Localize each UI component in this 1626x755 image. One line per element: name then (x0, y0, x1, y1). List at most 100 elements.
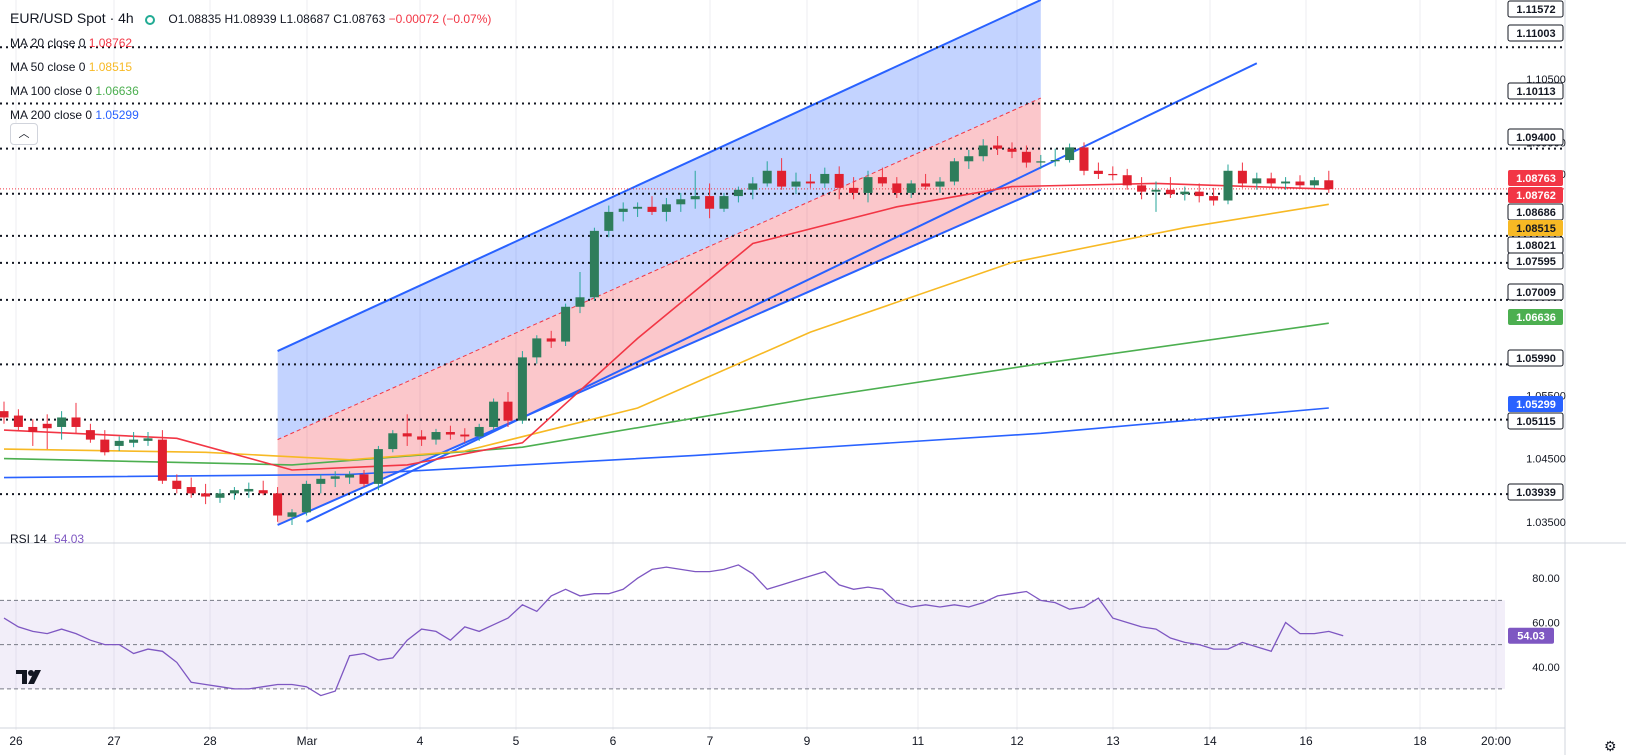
candle-body (935, 181, 945, 187)
candle-body (445, 432, 455, 435)
candle-body (1151, 189, 1161, 192)
candle-body (474, 426, 484, 437)
time-tick-label: 14 (1203, 734, 1217, 748)
candle-body (863, 177, 873, 193)
candle-body (561, 306, 571, 342)
rsi-tick-label: 80.00 (1532, 573, 1560, 585)
candle-body (705, 196, 715, 209)
candle-body (949, 161, 959, 182)
channel-upper-fill (277, 0, 1041, 440)
candle-body (402, 433, 412, 437)
time-tick-label: 16 (1299, 734, 1313, 748)
candle-body (1021, 151, 1031, 163)
candle-body (417, 436, 427, 440)
ma50-legend[interactable]: MA 50 close 0 1.08515 (10, 55, 491, 79)
candle-body (0, 411, 9, 418)
candle-body (330, 476, 340, 479)
candle-body (503, 401, 513, 421)
candle-body (345, 474, 355, 478)
time-tick-label: 28 (203, 734, 217, 748)
candle-body (777, 170, 787, 187)
candle-body (618, 208, 628, 212)
price-badge (1507, 283, 1564, 301)
price-badge-label: 1.05115 (1516, 416, 1555, 428)
candle-body (676, 199, 686, 205)
ma20-value: 1.08762 (88, 36, 133, 50)
price-badge-label: 1.08021 (1516, 240, 1556, 252)
candle-body (1180, 191, 1190, 195)
candle-body (589, 230, 599, 298)
candle-body (1324, 180, 1334, 190)
rsi-line (3, 564, 1344, 697)
price-badge-label: 1.07009 (1516, 287, 1556, 299)
price-badge-label: 1.11003 (1516, 28, 1555, 40)
candle-body (100, 439, 110, 453)
symbol-title[interactable]: EUR/USD Spot · 4h (10, 10, 134, 26)
candle-body (733, 189, 743, 197)
candle-body (57, 417, 67, 427)
ma200-legend[interactable]: MA 200 close 0 1.05299 (10, 103, 491, 127)
price-pane[interactable] (0, 0, 1565, 730)
tradingview-logo-icon[interactable] (16, 668, 46, 686)
candle-body (215, 493, 225, 498)
candle-body (1266, 178, 1276, 184)
price-badge-label: 1.10113 (1516, 86, 1555, 98)
rsi-tick-label: 60.00 (1532, 618, 1560, 630)
time-tick-label: 27 (107, 734, 121, 748)
candle-body (42, 423, 52, 429)
candle-body (906, 183, 916, 193)
time-tick-label: 6 (610, 734, 617, 748)
rsi-legend[interactable]: RSI 14 54.03 (10, 532, 84, 546)
candle-body (1295, 181, 1305, 186)
candle-body (1281, 181, 1291, 184)
price-badge-label: 1.08763 (1516, 173, 1556, 185)
candle-body (1036, 161, 1046, 163)
candle-body (805, 181, 815, 184)
ma200-value: 1.05299 (95, 108, 139, 122)
rsi-badge-label: 54.03 (1517, 631, 1545, 643)
rsi-pane[interactable] (0, 564, 1505, 697)
price-badge-label: 1.05299 (1516, 399, 1556, 411)
legend-collapse-button[interactable]: ︿ (10, 123, 38, 145)
candle-body (575, 297, 585, 307)
time-tick-label: 26 (9, 734, 23, 748)
ma20-legend[interactable]: MA 20 close 0 1.08762 (10, 31, 491, 55)
candle-body (129, 439, 139, 443)
candle-body (28, 426, 38, 433)
price-badge (1507, 128, 1564, 146)
candle-body (1165, 189, 1175, 195)
time-tick-label: 13 (1106, 734, 1120, 748)
candle-body (546, 338, 556, 342)
ma50-value: 1.08515 (88, 60, 133, 74)
price-badge-label: 1.11572 (1516, 4, 1555, 16)
price-badge (1507, 0, 1564, 18)
time-tick-label: 9 (804, 734, 811, 748)
candle-body (1252, 178, 1262, 184)
ma50-line (3, 203, 1329, 461)
time-axis[interactable]: 26 27 28 Mar 4 5 6 7 9 11 12 13 14 16 18 20:00 (0, 727, 1565, 748)
price-axis[interactable]: 1.105001.095001.090001.055001.045001.035… (1507, 0, 1566, 674)
rsi-label: RSI 14 (10, 532, 47, 546)
candle-body (964, 156, 974, 162)
candle-body (1209, 196, 1219, 201)
ma100-value: 1.06636 (95, 84, 139, 98)
ma50-label: MA 50 close 0 (10, 60, 86, 74)
candle-body (1065, 147, 1075, 161)
gear-icon[interactable]: ⚙ (1604, 738, 1617, 754)
candle-body (849, 187, 859, 193)
ma100-legend[interactable]: MA 100 close 0 1.06636 (10, 79, 491, 103)
channel-lower-line (277, 188, 1042, 526)
candle-body (114, 440, 124, 446)
candle-body (647, 206, 657, 212)
price-badge-label: 1.09400 (1516, 132, 1556, 144)
candle-body (993, 145, 1003, 149)
candle-body (921, 183, 931, 187)
chevron-up-icon: ︿ (18, 128, 30, 140)
candle-body (489, 401, 499, 427)
candle-body (460, 434, 470, 437)
price-badge (1508, 170, 1563, 186)
candle-body (762, 170, 772, 184)
channel-upper-line (277, 0, 1042, 352)
candle-body (604, 211, 614, 231)
